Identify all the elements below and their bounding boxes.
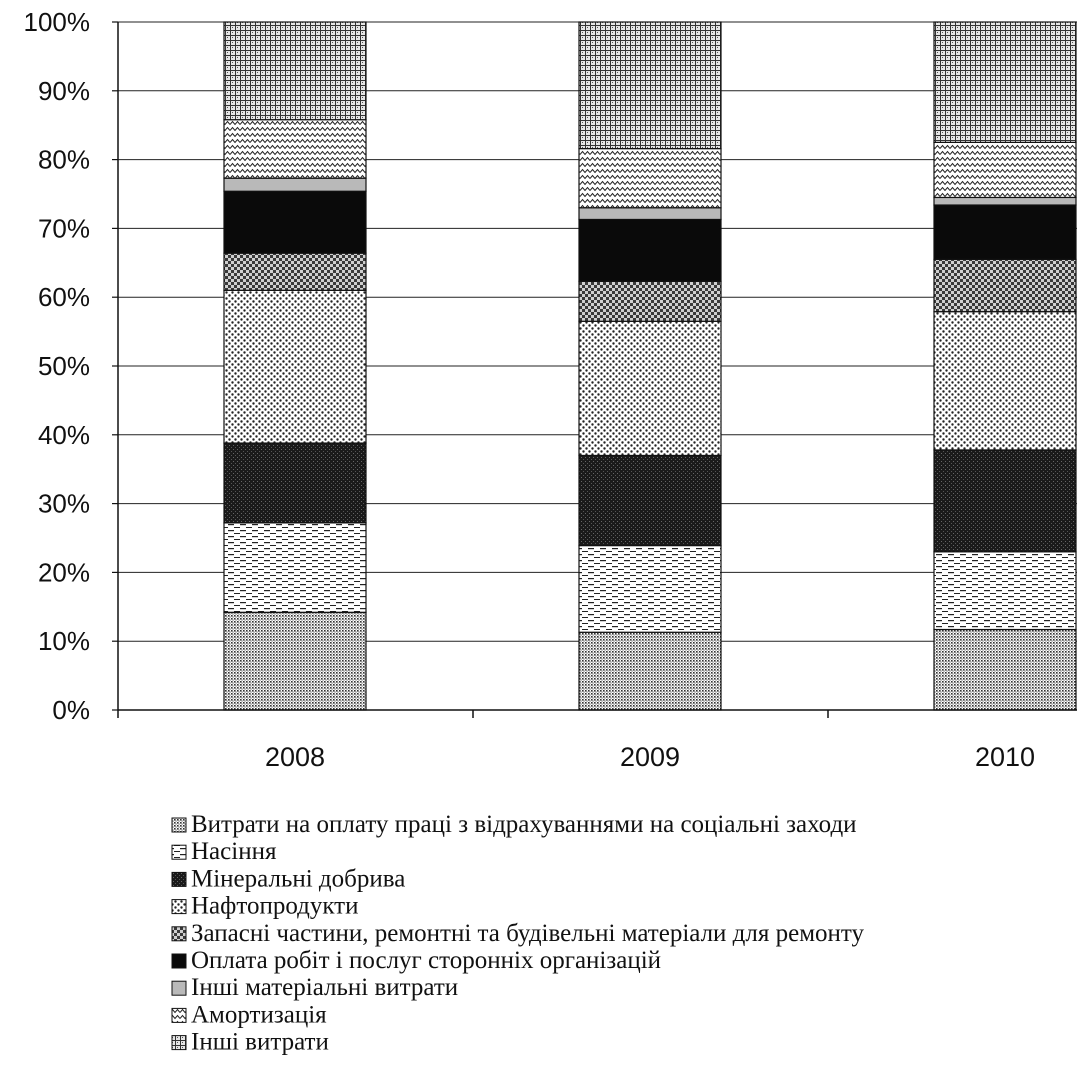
legend-swatch xyxy=(172,900,186,914)
legend-item: Інші витрати xyxy=(172,1029,329,1056)
x-tick-label: 2008 xyxy=(265,742,325,772)
bar-segment xyxy=(934,259,1076,311)
bar-segment xyxy=(934,450,1076,552)
legend-swatch xyxy=(172,954,186,968)
legend-item: Витрати на оплату праці з відрахуваннями… xyxy=(172,811,857,838)
bar-segment xyxy=(579,149,721,208)
x-tick-label: 2009 xyxy=(620,742,680,772)
legend-item: Інші матеріальні витрати xyxy=(172,974,458,1001)
bar-segment xyxy=(579,455,721,545)
bar-segment xyxy=(579,219,721,281)
bar-segment xyxy=(579,281,721,321)
y-tick-label: 60% xyxy=(38,282,90,312)
x-tick-label: 2010 xyxy=(975,742,1035,772)
bar-segment xyxy=(934,630,1076,710)
bar-segment xyxy=(579,208,721,220)
y-tick-label: 20% xyxy=(38,557,90,587)
legend-label: Амортизація xyxy=(191,1001,327,1028)
legend-item: Насіння xyxy=(172,838,277,865)
bar-segment xyxy=(934,312,1076,450)
legend-swatch xyxy=(172,845,186,859)
legend-swatch xyxy=(172,1036,186,1050)
bar-segment xyxy=(579,546,721,633)
legend-label: Запасні частини, ремонтні та будівельні … xyxy=(191,920,865,947)
legend-label: Оплата робіт і послуг сторонніх організа… xyxy=(191,947,661,974)
bars xyxy=(224,22,1076,710)
y-tick-label: 100% xyxy=(24,7,91,37)
legend-item: Мінеральні добрива xyxy=(172,865,405,892)
legend-swatch xyxy=(172,872,186,886)
bar-segment xyxy=(224,22,366,120)
legend-swatch xyxy=(172,927,186,941)
bar-segment xyxy=(224,290,366,443)
axes: 0% 10% 20% 30% 40% 50% 60% 70% 80% 90% 100% 2008 200… xyxy=(24,7,1077,772)
bar-segment xyxy=(224,191,366,253)
bar-segment xyxy=(224,443,366,523)
bar-segment xyxy=(579,632,721,710)
bar-segment xyxy=(579,321,721,455)
y-tick-label: 70% xyxy=(38,213,90,243)
legend: Витрати на оплату праці з відрахуваннями… xyxy=(172,811,865,1056)
bar-segment xyxy=(934,205,1076,259)
legend-item: Запасні частини, ремонтні та будівельні … xyxy=(172,920,865,947)
legend-label: Нафтопродукти xyxy=(191,893,358,920)
bar-segment xyxy=(934,142,1076,197)
bar-segment xyxy=(934,552,1076,630)
legend-item: Оплата робіт і послуг сторонніх організа… xyxy=(172,947,661,974)
y-tick-label: 90% xyxy=(38,76,90,106)
bar-segment xyxy=(224,523,366,612)
y-tick-label: 30% xyxy=(38,489,90,519)
legend-item: Амортизація xyxy=(172,1001,327,1028)
bar-segment xyxy=(579,22,721,149)
legend-label: Витрати на оплату праці з відрахуваннями… xyxy=(191,811,857,838)
bar-segment xyxy=(934,22,1076,142)
legend-item: Нафтопродукти xyxy=(172,893,358,920)
bar-segment xyxy=(224,612,366,710)
bar-segment xyxy=(224,120,366,178)
bar-segment xyxy=(934,197,1076,205)
legend-label: Інші витрати xyxy=(191,1029,329,1056)
y-tick-label: 10% xyxy=(38,626,90,656)
y-tick-label: 0% xyxy=(52,695,90,725)
bar-segment xyxy=(224,253,366,290)
y-tick-label: 40% xyxy=(38,420,90,450)
legend-swatch xyxy=(172,981,186,995)
legend-label: Насіння xyxy=(191,838,277,865)
legend-label: Інші матеріальні витрати xyxy=(191,974,458,1001)
legend-swatch xyxy=(172,818,186,832)
legend-label: Мінеральні добрива xyxy=(191,865,405,892)
legend-swatch xyxy=(172,1008,186,1022)
y-tick-label: 50% xyxy=(38,351,90,381)
y-tick-label: 80% xyxy=(38,145,90,175)
bar-segment xyxy=(224,178,366,191)
